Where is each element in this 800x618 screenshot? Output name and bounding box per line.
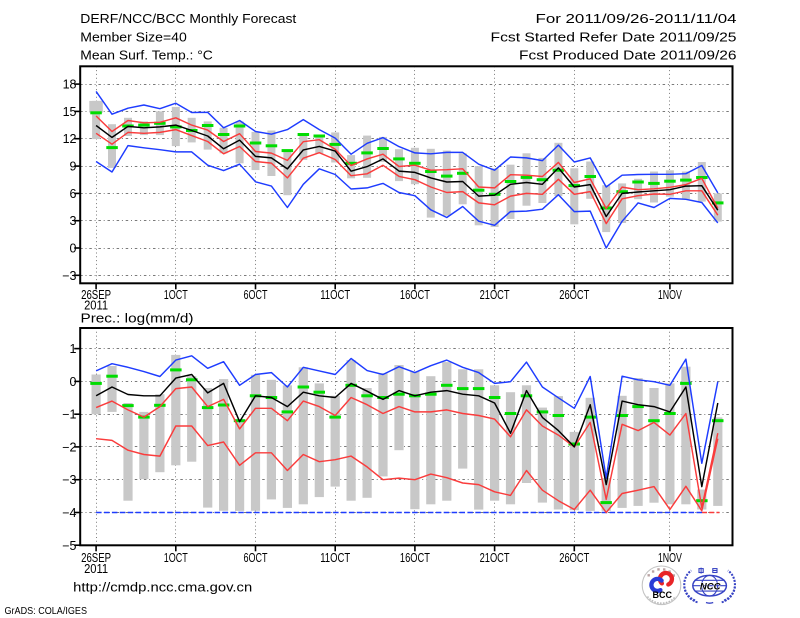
svg-text:−2: −2 [62,440,76,454]
svg-text:Member Size=40: Member Size=40 [80,31,187,45]
svg-text:3: 3 [70,214,77,228]
svg-text:6: 6 [70,187,77,201]
svg-text:0: 0 [70,375,77,389]
svg-text:26SEP: 26SEP [81,551,111,565]
svg-text:26SEP: 26SEP [81,288,111,302]
svg-text:18: 18 [63,78,77,92]
svg-text:−3: −3 [62,473,76,487]
svg-text:GrADS: COLA/IGES: GrADS: COLA/IGES [5,606,88,617]
svg-text:6OCT: 6OCT [244,551,268,565]
svg-text:http://cmdp.ncc.cma.gov.cn: http://cmdp.ncc.cma.gov.cn [73,581,252,595]
svg-text:26OCT: 26OCT [559,288,589,302]
svg-text:11OCT: 11OCT [320,288,350,302]
svg-text:12: 12 [63,132,77,146]
svg-text:1NOV: 1NOV [658,288,682,302]
svg-text:1OCT: 1OCT [164,288,188,302]
svg-text:16OCT: 16OCT [400,551,430,565]
svg-text:DERF/NCC/BCC Monthly Forecast: DERF/NCC/BCC Monthly Forecast [80,12,297,26]
svg-text:Fcst Started Refer Date 2011/0: Fcst Started Refer Date 2011/09/25 [491,31,737,45]
svg-text:1OCT: 1OCT [164,551,188,565]
svg-text:1: 1 [70,342,77,356]
svg-text:Mean Surf. Temp.: °C: Mean Surf. Temp.: °C [80,49,213,63]
svg-text:26OCT: 26OCT [559,551,589,565]
svg-text:Fcst Produced Date 2011/09/26: Fcst Produced Date 2011/09/26 [519,49,737,63]
svg-text:6OCT: 6OCT [244,288,268,302]
svg-text:NCC: NCC [700,582,721,593]
svg-text:11OCT: 11OCT [320,551,350,565]
svg-text:0: 0 [70,242,77,256]
svg-text:−3: −3 [62,269,76,283]
svg-text:−5: −5 [62,539,76,553]
svg-text:1NOV: 1NOV [658,551,682,565]
svg-text:BCC: BCC [653,590,673,600]
svg-text:21OCT: 21OCT [480,551,510,565]
svg-text:For 2011/09/26-2011/11/04: For 2011/09/26-2011/11/04 [536,12,737,26]
svg-text:16OCT: 16OCT [400,288,430,302]
svg-text:2011: 2011 [84,299,108,313]
svg-text:9: 9 [70,160,77,174]
svg-text:Prec.: log(mm/d): Prec.: log(mm/d) [81,311,194,325]
svg-text:2011: 2011 [84,562,108,576]
svg-text:−1: −1 [62,408,76,422]
svg-text:−4: −4 [62,506,76,520]
svg-text:15: 15 [63,105,77,119]
svg-text:21OCT: 21OCT [480,288,510,302]
